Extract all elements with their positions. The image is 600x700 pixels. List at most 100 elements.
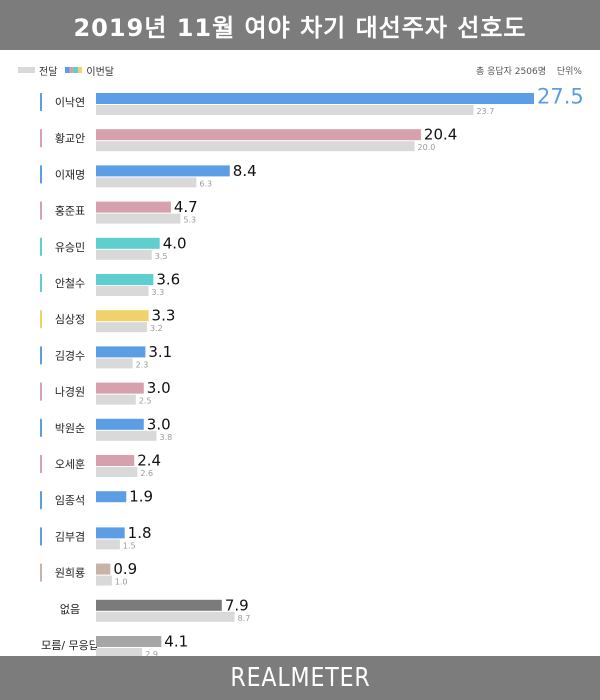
value-label-current: 3.0	[147, 379, 171, 397]
bar-previous	[96, 611, 235, 622]
value-label-current: 3.6	[156, 271, 180, 289]
bar-previous	[96, 177, 197, 188]
category-marker	[40, 563, 42, 582]
category-marker	[40, 418, 42, 437]
legend-current-swatch	[65, 67, 83, 73]
value-label-previous: 3.3	[152, 288, 165, 297]
bar-current	[96, 418, 144, 430]
value-label-previous: 2.5	[139, 397, 152, 406]
value-label-current: 3.1	[148, 343, 172, 361]
value-label-current: 20.4	[424, 126, 457, 144]
value-label-previous: 5.3	[183, 216, 196, 225]
bar-current	[96, 527, 125, 539]
value-label-previous: 1.0	[115, 578, 128, 587]
category-marker	[40, 129, 42, 148]
bar-current	[96, 201, 171, 213]
value-label-current: 3.3	[152, 307, 176, 325]
legend: 전달 이번달	[18, 62, 114, 78]
category-label: 유승민	[55, 241, 85, 254]
category-label: 황교안	[55, 132, 85, 145]
category-marker	[40, 491, 42, 510]
bar-current	[96, 563, 111, 575]
bar-previous	[96, 105, 474, 115]
bar-chart: 이낙연 27.5 23.7 황교안 20.420.0 이재명 8.4 6.3 홍준표 4.75.3…	[40, 85, 584, 656]
value-label-current: 8.4	[233, 162, 257, 180]
category-label: 원희룡	[55, 567, 85, 580]
category-marker	[40, 237, 42, 256]
category-marker	[40, 310, 42, 329]
footer-bar: REALMETER	[0, 656, 600, 700]
bar-previous	[96, 430, 157, 441]
value-label-current: 4.7	[174, 198, 198, 216]
value-label-previous: 2.3	[136, 360, 149, 369]
bar-previous	[96, 539, 120, 550]
category-marker	[40, 165, 42, 184]
bar-current	[96, 237, 160, 249]
value-label-current: 7.9	[225, 596, 249, 614]
category-label: 홍준표	[55, 204, 85, 218]
bar-current	[96, 455, 135, 466]
bar-previous	[96, 286, 149, 296]
value-label-previous: 3.2	[150, 324, 163, 333]
bar-previous	[96, 575, 112, 586]
value-label-current: 4.0	[163, 234, 187, 252]
bar-previous	[96, 648, 143, 656]
category-label: 이재명	[55, 168, 85, 181]
category-marker	[40, 346, 42, 365]
bar-current	[96, 165, 230, 177]
category-label: 오세훈	[55, 458, 85, 471]
value-label-current: 1.8	[128, 524, 152, 542]
bar-previous	[96, 213, 181, 224]
value-label-previous: 3.8	[160, 433, 173, 442]
unit-text: 단위%	[556, 67, 582, 77]
value-label-previous: 3.5	[155, 252, 168, 261]
bar-previous	[96, 322, 147, 333]
value-label-previous: 23.7	[476, 107, 494, 116]
category-label: 안철수	[55, 277, 85, 290]
category-label: 모름/ 무응답	[41, 639, 99, 652]
bar-current	[96, 274, 154, 285]
bar-current	[96, 636, 162, 647]
value-label-previous: 2.6	[140, 469, 153, 478]
bar-current	[96, 129, 421, 141]
category-marker	[40, 455, 42, 473]
chart-title: 2019년 11월 여야 차기 대선주자 선호도	[73, 13, 527, 42]
value-label-previous: 6.3	[199, 179, 212, 188]
category-marker	[40, 382, 42, 401]
legend-previous-label: 전달	[39, 66, 58, 78]
bar-current	[96, 310, 149, 322]
category-marker	[40, 201, 42, 220]
value-label-previous: 8.7	[238, 614, 251, 623]
bar-previous	[96, 467, 138, 477]
sample-size-text: 총 응답자 2506명	[475, 67, 546, 77]
bar-current	[96, 382, 144, 394]
category-label: 없음	[60, 603, 80, 616]
value-label-current: 0.9	[113, 560, 137, 578]
category-label: 임종석	[55, 494, 85, 507]
category-label: 김부겸	[55, 530, 85, 543]
bar-current	[96, 93, 534, 104]
legend-current-label: 이번달	[86, 66, 115, 78]
title-bar: 2019년 11월 여야 차기 대선주자 선호도	[0, 0, 600, 50]
bar-current	[96, 599, 222, 611]
category-label: 박원순	[55, 422, 85, 435]
category-label: 이낙연	[55, 96, 85, 109]
value-label-previous: 2.9	[145, 650, 158, 656]
bar-current	[96, 491, 127, 503]
bar-previous	[96, 249, 152, 260]
category-label: 김경수	[55, 349, 85, 362]
bar-current	[96, 346, 146, 358]
legend-previous-swatch	[18, 67, 35, 73]
value-label-current: 1.9	[129, 488, 153, 506]
survey-meta: 총 응답자 2506명 단위%	[476, 64, 582, 77]
category-label: 심상정	[55, 313, 85, 326]
brand-logo-text: REALMETER	[229, 663, 371, 693]
value-label-current: 4.1	[164, 633, 188, 651]
bar-previous	[96, 141, 415, 152]
bar-previous	[96, 358, 133, 369]
category-marker	[40, 274, 42, 292]
value-label-current: 27.5	[537, 85, 584, 109]
category-marker	[40, 93, 42, 111]
value-label-current: 3.0	[147, 415, 171, 433]
value-label-previous: 20.0	[418, 143, 436, 152]
